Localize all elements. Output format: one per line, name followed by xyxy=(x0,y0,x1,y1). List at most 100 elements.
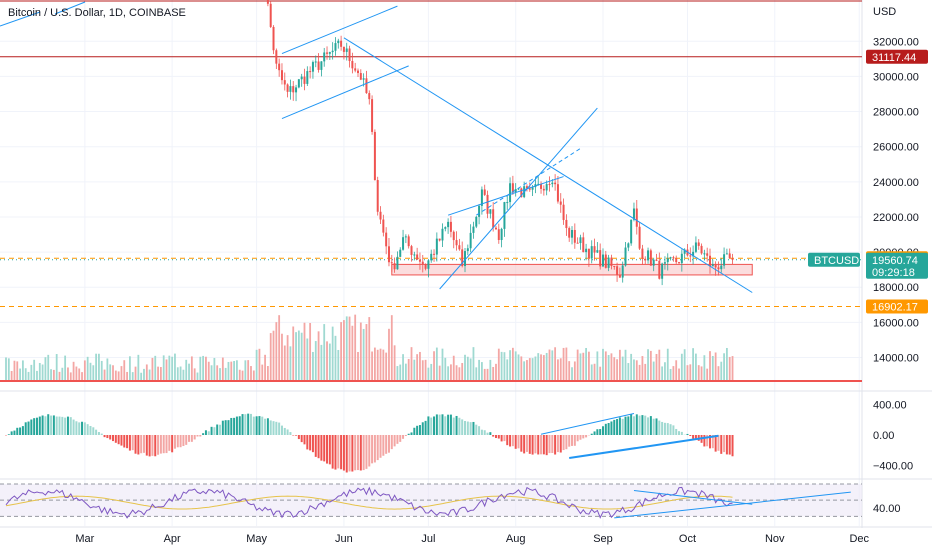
volume-bar xyxy=(658,350,660,381)
trendline[interactable] xyxy=(282,6,397,53)
macd-bar xyxy=(13,431,15,435)
macd-bar xyxy=(337,435,339,468)
volume-bar xyxy=(520,356,522,381)
macd-bar xyxy=(267,418,269,435)
candle xyxy=(360,69,362,80)
candle xyxy=(506,196,508,210)
macd-bar xyxy=(56,417,58,435)
candle xyxy=(568,226,570,241)
volume-bar xyxy=(244,360,246,381)
volume-bar xyxy=(121,366,123,381)
candle xyxy=(396,251,398,269)
macd-bar xyxy=(98,432,100,435)
macd-bar xyxy=(487,433,489,435)
volume-bar xyxy=(385,353,387,381)
volume-bar xyxy=(8,358,10,381)
volume-bar xyxy=(197,373,199,381)
candle xyxy=(481,187,483,215)
volume-bar xyxy=(47,355,49,381)
candle xyxy=(661,263,663,285)
candle xyxy=(346,43,348,61)
macd-bar xyxy=(303,435,305,444)
trendline[interactable] xyxy=(282,66,409,119)
support-zone[interactable] xyxy=(392,264,752,275)
volume-bar xyxy=(242,371,244,381)
macd-bar xyxy=(166,435,168,453)
volume-bar xyxy=(675,360,677,381)
volume-bar xyxy=(571,367,573,381)
volume-bar xyxy=(292,326,294,381)
macd-bar xyxy=(655,418,657,435)
volume-bar xyxy=(199,357,201,381)
volume-bar xyxy=(253,370,255,381)
macd-bar xyxy=(112,435,114,441)
volume-bar xyxy=(239,370,241,381)
macd-bar xyxy=(44,416,46,435)
volume-bar xyxy=(19,369,21,381)
macd-bar xyxy=(92,427,94,435)
volume-bar xyxy=(73,362,75,381)
macd-bar xyxy=(306,435,308,449)
volume-bar xyxy=(222,358,224,381)
volume-bar xyxy=(160,367,162,381)
volume-bar xyxy=(611,353,613,381)
macd-bar xyxy=(599,429,601,435)
macd-bar xyxy=(436,414,438,435)
volume-bar xyxy=(168,356,170,381)
candle xyxy=(625,242,627,267)
macd-bar xyxy=(686,434,688,435)
macd-bar xyxy=(650,416,652,435)
volume-bar xyxy=(337,350,339,381)
volume-bar xyxy=(143,369,145,381)
macd-bar xyxy=(78,422,80,435)
volume-bar xyxy=(473,347,475,381)
macd-bar xyxy=(551,435,553,453)
volume-bar xyxy=(371,352,373,381)
volume-bar xyxy=(447,366,449,381)
macd-bar xyxy=(419,425,421,435)
volume-bar xyxy=(656,354,658,381)
trendline[interactable] xyxy=(569,436,718,458)
macd-bar xyxy=(605,424,607,435)
macd-bar xyxy=(163,435,165,453)
volume-bar xyxy=(535,357,537,381)
candle xyxy=(540,181,542,193)
volume-bar xyxy=(163,355,165,381)
macd-bar xyxy=(489,432,491,435)
volume-bar xyxy=(504,352,506,381)
macd-bar xyxy=(315,435,317,457)
countdown-label: 09:29:18 xyxy=(872,267,915,279)
macd-bar xyxy=(233,418,235,435)
macd-bar xyxy=(472,422,474,435)
macd-bar xyxy=(422,422,424,435)
volume-bar xyxy=(67,367,69,381)
macd-bar xyxy=(225,420,227,435)
candle xyxy=(563,198,565,224)
macd-bar xyxy=(447,415,449,435)
volume-bar xyxy=(194,368,196,381)
macd-tick-label: 0.00 xyxy=(873,430,894,442)
trendline[interactable] xyxy=(440,108,598,289)
macd-bar xyxy=(470,422,472,435)
macd-bar xyxy=(118,435,120,444)
volume-bar xyxy=(594,364,596,381)
macd-bar xyxy=(19,427,21,435)
macd-bar xyxy=(391,435,393,449)
volume-bar xyxy=(661,366,663,381)
candle xyxy=(701,243,703,254)
macd-bar xyxy=(365,435,367,469)
macd-bar xyxy=(168,435,170,451)
macd-bar xyxy=(515,435,517,449)
volume-bar xyxy=(211,365,213,381)
candle xyxy=(433,249,435,262)
volume-bar xyxy=(349,317,351,381)
volume-bar xyxy=(470,358,472,381)
chart-title: Bitcoin / U.S. Dollar, 1D, COINBASE xyxy=(8,7,186,19)
macd-bar xyxy=(608,423,610,435)
volume-bar xyxy=(233,361,235,381)
volume-bar xyxy=(582,353,584,381)
macd-bar xyxy=(495,435,497,438)
macd-bar xyxy=(157,435,159,455)
